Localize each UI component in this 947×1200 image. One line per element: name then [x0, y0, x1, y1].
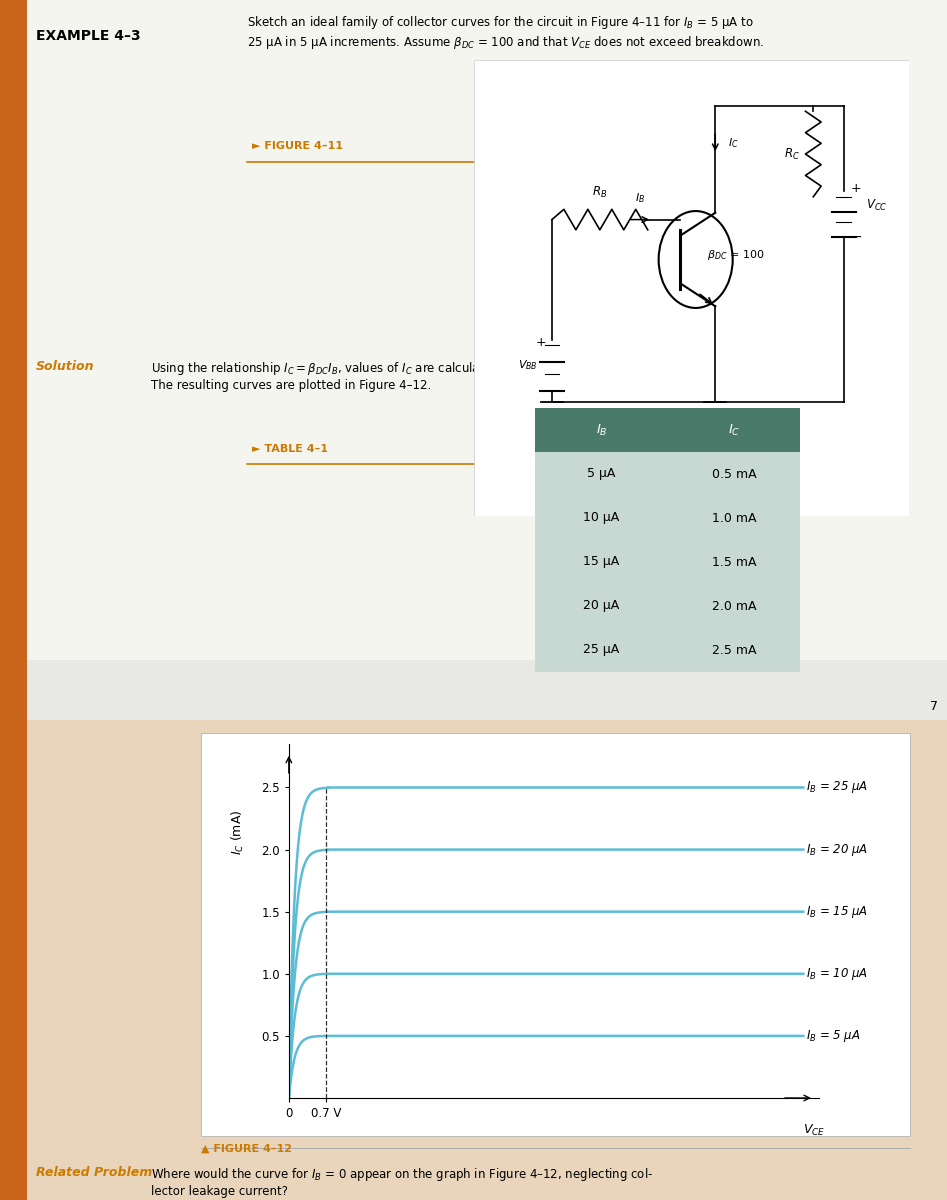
Text: $I_C$: $I_C$ — [728, 136, 739, 150]
Text: $R_B$: $R_B$ — [592, 185, 607, 199]
Text: $I_B$: $I_B$ — [635, 192, 646, 205]
Text: $I_B$ = 10 μA: $I_B$ = 10 μA — [806, 966, 868, 982]
Text: 10 μA: 10 μA — [583, 511, 619, 524]
Text: 7: 7 — [930, 700, 938, 713]
Bar — [535, 496, 800, 540]
Text: ► FIGURE 4–11: ► FIGURE 4–11 — [252, 142, 343, 151]
Text: ▲ FIGURE 4–12: ▲ FIGURE 4–12 — [202, 1144, 293, 1153]
Bar — [535, 540, 800, 584]
Text: 2.0 mA: 2.0 mA — [712, 600, 756, 612]
Text: 1.5 mA: 1.5 mA — [712, 556, 756, 569]
Text: $I_B$ = 20 μA: $I_B$ = 20 μA — [806, 841, 868, 858]
Text: Related Problem: Related Problem — [36, 1165, 152, 1178]
Text: 20 μA: 20 μA — [583, 600, 619, 612]
Text: EXAMPLE 4–3: EXAMPLE 4–3 — [36, 29, 140, 43]
Text: ► TABLE 4–1: ► TABLE 4–1 — [252, 444, 328, 454]
Text: 5 μA: 5 μA — [587, 468, 616, 480]
Text: Solution: Solution — [36, 360, 94, 373]
Bar — [535, 408, 800, 452]
Y-axis label: $I_C$ (mA): $I_C$ (mA) — [230, 810, 246, 856]
Text: $I_C$: $I_C$ — [727, 422, 741, 438]
Text: Where would the curve for $I_B$ = 0 appear on the graph in Figure 4–12, neglecti: Where would the curve for $I_B$ = 0 appe… — [151, 1165, 653, 1198]
Text: 15 μA: 15 μA — [583, 556, 619, 569]
Text: $I_B$ = 5 μA: $I_B$ = 5 μA — [806, 1028, 861, 1044]
Bar — [474, 60, 909, 516]
Text: −: − — [850, 230, 862, 245]
Text: 1.0 mA: 1.0 mA — [712, 511, 756, 524]
Text: $I_B$ = 15 μA: $I_B$ = 15 μA — [806, 904, 868, 919]
Bar — [535, 628, 800, 672]
Text: +: + — [850, 182, 861, 196]
Text: $\beta_{DC}$ = 100: $\beta_{DC}$ = 100 — [706, 248, 764, 262]
Text: $V_{BB}$: $V_{BB}$ — [518, 358, 538, 372]
Text: $R_C$: $R_C$ — [783, 146, 799, 162]
Bar — [202, 732, 910, 1136]
Text: Using the relationship $I_C = \beta_{DC}I_B$, values of $I_C$ are calculated and: Using the relationship $I_C = \beta_{DC}… — [151, 360, 664, 392]
Text: $I_B$ = 25 μA: $I_B$ = 25 μA — [806, 780, 868, 796]
Text: $V_{CE}$: $V_{CE}$ — [803, 1123, 825, 1138]
Text: +: + — [536, 336, 546, 349]
Text: 25 μA: 25 μA — [583, 643, 619, 656]
Bar — [535, 584, 800, 628]
Text: 0.5 mA: 0.5 mA — [711, 468, 757, 480]
Text: $I_B$: $I_B$ — [596, 422, 607, 438]
Text: 2.5 mA: 2.5 mA — [712, 643, 756, 656]
Text: $V_{CC}$: $V_{CC}$ — [866, 198, 887, 212]
Text: Sketch an ideal family of collector curves for the circuit in Figure 4–11 for $I: Sketch an ideal family of collector curv… — [247, 14, 764, 50]
Bar — [535, 452, 800, 496]
